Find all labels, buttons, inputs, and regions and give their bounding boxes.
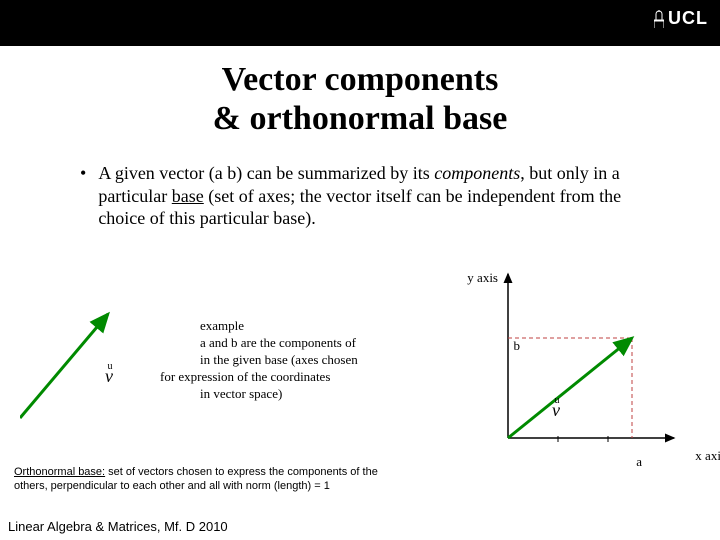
page-title: Vector components & orthonormal base [0,60,720,138]
bullet-item: • A given vector (a b) can be summarized… [80,162,640,230]
ucl-logo: UCL [654,8,708,29]
footer-text: Linear Algebra & Matrices, Mf. D 2010 [8,519,228,534]
bullet-dot: • [80,162,86,230]
x-axis-label: x axis [695,448,720,464]
dome-icon [654,10,664,28]
vector-label-right: uv [552,390,560,417]
axes-diagram [468,268,684,468]
bullet-text: A given vector (a b) can be summarized b… [98,162,640,230]
a-label: a [636,454,642,470]
diagram-row: uv example a and b are the components of… [0,268,720,468]
title-line1: Vector components [222,61,499,98]
top-bar: UCL [0,0,720,46]
example-text: example a and b are the components of in… [160,318,360,402]
logo-text: UCL [668,8,708,29]
orthonormal-note: Orthonormal base: set of vectors chosen … [14,465,394,494]
title-line2: & orthonormal base [213,100,508,137]
vector-label-left: uv [105,356,113,383]
